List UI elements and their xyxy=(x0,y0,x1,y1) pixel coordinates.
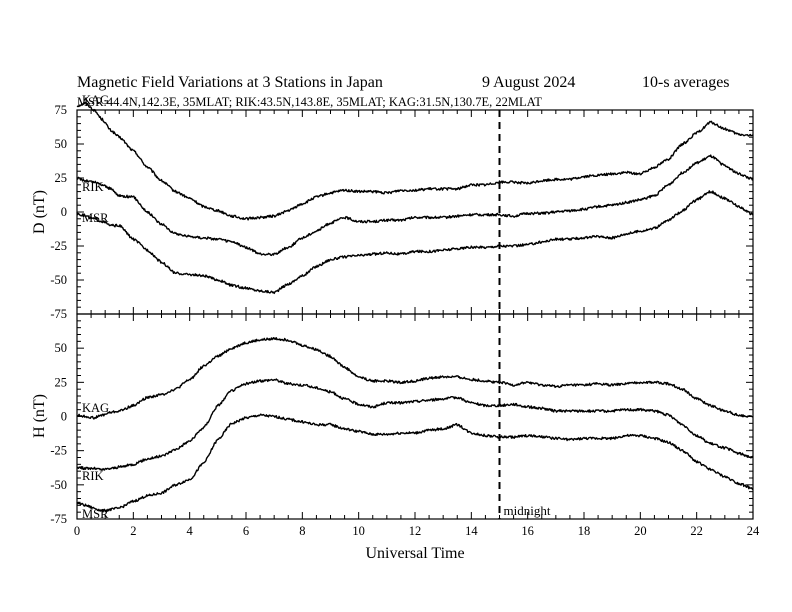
x-axis-label: Universal Time xyxy=(365,545,464,562)
y-tick-label: 75 xyxy=(55,103,68,117)
x-tick-label: 0 xyxy=(74,524,80,538)
x-tick-label: 20 xyxy=(634,524,647,538)
x-tick-label: 22 xyxy=(690,524,703,538)
panel-frame xyxy=(76,109,754,315)
series-label-kag: KAG xyxy=(82,93,109,107)
x-tick-label: 8 xyxy=(299,524,305,538)
x-tick-label: 16 xyxy=(521,524,534,538)
x-tick-label: 6 xyxy=(243,524,249,538)
x-tick-label: 12 xyxy=(409,524,422,538)
y-tick-label: 0 xyxy=(61,410,67,424)
x-tick-label: 14 xyxy=(465,524,478,538)
y-tick-label: -25 xyxy=(50,444,67,458)
series-line-kag-d xyxy=(76,101,754,221)
series-line-kag-h xyxy=(76,337,754,420)
x-tick-label: 18 xyxy=(578,524,591,538)
chart-averaging: 10-s averages xyxy=(642,74,730,91)
x-tick-label: 4 xyxy=(187,524,194,538)
chart-date: 9 August 2024 xyxy=(482,74,575,91)
series-line-rik-d xyxy=(76,154,754,257)
series-label-msr: MSR xyxy=(82,507,109,521)
midnight-label: midnight xyxy=(504,503,551,518)
series-line-msr-h xyxy=(76,413,754,513)
x-tick-label: 24 xyxy=(747,524,760,538)
y-axis-label: H (nT) xyxy=(31,394,48,438)
series-line-rik-h xyxy=(76,378,754,471)
series-label-rik: RIK xyxy=(82,469,104,483)
station-coordinates: MSR:44.4N,142.3E, 35MLAT; RIK:43.5N,143.… xyxy=(77,95,542,109)
y-axis-label: D (nT) xyxy=(31,190,48,234)
series-label-msr: MSR xyxy=(82,211,109,225)
chart-title: Magnetic Field Variations at 3 Stations … xyxy=(77,74,383,91)
panel-frame xyxy=(76,313,754,520)
y-tick-label: -75 xyxy=(50,512,67,526)
y-tick-label: 50 xyxy=(55,137,68,151)
y-tick-label: -50 xyxy=(50,273,67,287)
y-tick-label: -50 xyxy=(50,478,67,492)
x-tick-label: 10 xyxy=(352,524,365,538)
x-tick-label: 2 xyxy=(130,524,136,538)
y-tick-label: -25 xyxy=(50,239,67,253)
series-label-kag: KAG xyxy=(82,401,109,415)
series-label-rik: RIK xyxy=(82,180,104,194)
y-tick-label: 25 xyxy=(55,375,68,389)
y-tick-label: 25 xyxy=(55,171,68,185)
y-tick-label: 0 xyxy=(61,205,67,219)
panel-d: 75 50 25 0 -25 -50 -75 D (nT) KAG RIK MSR xyxy=(31,93,754,321)
y-tick-label: 50 xyxy=(55,341,68,355)
series-line-msr-d xyxy=(76,190,754,295)
y-tick-label: -75 xyxy=(50,307,67,321)
